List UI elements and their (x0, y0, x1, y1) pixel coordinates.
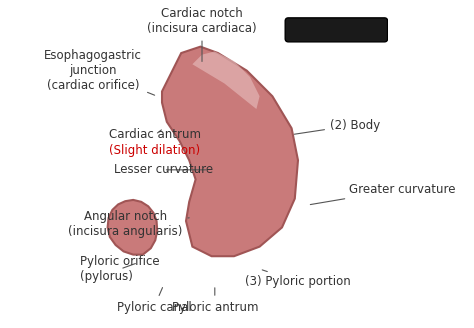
Text: Greater curvature: Greater curvature (310, 182, 456, 205)
Text: (3) Pyloric portion: (3) Pyloric portion (245, 270, 351, 288)
Text: Pyloric antrum: Pyloric antrum (172, 288, 258, 314)
Text: Pyloric canal: Pyloric canal (117, 288, 191, 314)
Text: Cardiac notch
(incisura cardiaca): Cardiac notch (incisura cardiaca) (147, 8, 257, 61)
Polygon shape (192, 51, 260, 109)
Text: Cardiac antrum: Cardiac antrum (109, 128, 201, 141)
Polygon shape (108, 200, 157, 255)
Text: Angular notch
(incisura angularis): Angular notch (incisura angularis) (68, 210, 189, 238)
FancyBboxPatch shape (285, 18, 388, 42)
Text: Lesser curvature: Lesser curvature (114, 163, 213, 176)
Text: (2) Body: (2) Body (294, 118, 380, 134)
Polygon shape (162, 47, 298, 256)
Text: (Slight dilation): (Slight dilation) (109, 144, 201, 157)
Text: Esophagogastric
junction
(cardiac orifice): Esophagogastric junction (cardiac orific… (44, 49, 155, 95)
Text: Pyloric orifice
(pylorus): Pyloric orifice (pylorus) (81, 255, 160, 283)
